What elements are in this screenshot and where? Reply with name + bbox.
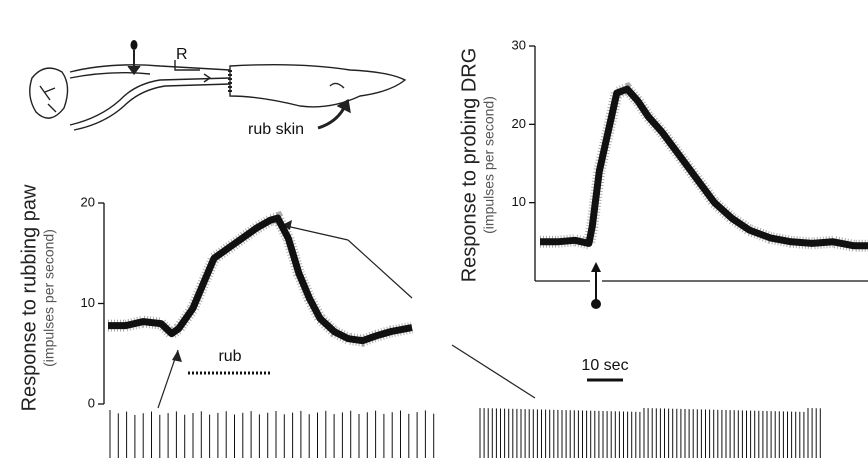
y-axis-subtitle: (impulses per second) (41, 229, 57, 367)
trace (540, 85, 868, 250)
y-tick-label: 0 (88, 395, 95, 410)
trace (108, 214, 413, 345)
trace-noise (540, 82, 868, 252)
arrowhead (172, 350, 182, 362)
spike-trains (109, 408, 821, 458)
y-tick-label: 20 (512, 116, 526, 131)
y-axis-title: Response to rubbing paw (18, 184, 40, 411)
y-tick-label: 10 (81, 295, 95, 310)
rub-skin-label: rub skin (248, 121, 304, 138)
arrowhead (282, 220, 292, 230)
annotation: rub (218, 348, 241, 365)
probe-marker (130, 40, 138, 50)
probe-dot (591, 299, 601, 309)
trace-noise (108, 211, 414, 347)
y-axis-title: Response to probing DRG (458, 48, 480, 283)
y-axis-subtitle: (impulses per second) (481, 96, 497, 234)
anatomy-drawing (29, 50, 407, 131)
y-tick-label: 10 (512, 194, 526, 209)
y-tick-label: 30 (512, 37, 526, 52)
probe-arrowhead (591, 262, 601, 272)
connector-lines (157, 224, 536, 409)
nerve-label: R (176, 46, 188, 63)
y-tick-label: 20 (81, 194, 95, 209)
annotation: 10 sec (581, 357, 628, 374)
